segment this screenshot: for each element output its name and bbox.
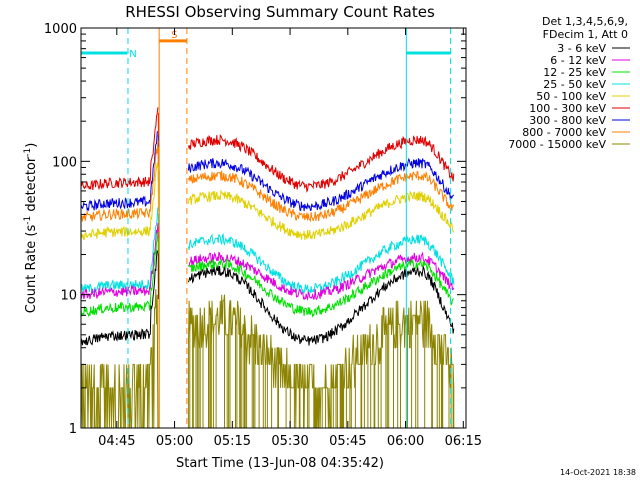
flag-label: S bbox=[171, 30, 177, 41]
legend-label: 50 - 100 keV bbox=[536, 90, 606, 103]
plot-area: NS bbox=[80, 28, 455, 429]
legend-label: 100 - 300 keV bbox=[529, 102, 606, 115]
series-line bbox=[80, 223, 159, 300]
legend: Det 1,3,4,5,6,9, FDecim 1, Att 0 3 - 6 k… bbox=[508, 15, 630, 151]
plot-frame bbox=[80, 27, 467, 429]
legend-label: 7000 - 15000 keV bbox=[508, 138, 606, 151]
legend-label: 300 - 800 keV bbox=[529, 114, 606, 127]
legend-label: 6 - 12 keV bbox=[550, 54, 606, 67]
x-tick-label: 06:15 bbox=[445, 434, 482, 449]
series-line bbox=[80, 249, 159, 346]
x-axis: 04:45 05:00 05:15 05:30 05:45 06:00 06:15 bbox=[98, 28, 482, 449]
series-line bbox=[187, 232, 455, 294]
legend-label: 800 - 7000 keV bbox=[522, 126, 606, 139]
series-line bbox=[80, 140, 159, 222]
series-line bbox=[187, 170, 455, 223]
series-line bbox=[187, 157, 455, 212]
legend-label: 3 - 6 keV bbox=[557, 42, 606, 55]
flag-label: N bbox=[129, 49, 136, 60]
series-line bbox=[187, 134, 455, 193]
generated-timestamp: 14-Oct-2021 18:38 bbox=[560, 468, 636, 477]
chart-title: RHESSI Observing Summary Count Rates bbox=[125, 3, 435, 21]
series-line bbox=[187, 251, 455, 302]
y-axis-label: Count Rate (s-1 detector-1) bbox=[23, 143, 39, 314]
x-tick-label: 06:00 bbox=[387, 434, 424, 449]
series-line bbox=[80, 207, 159, 294]
legend-label: 12 - 25 keV bbox=[543, 66, 606, 79]
legend-header-decimation: FDecim 1, Att 0 bbox=[543, 28, 628, 41]
x-tick-label: 04:45 bbox=[98, 434, 135, 449]
series-line bbox=[80, 289, 159, 429]
x-tick-label: 05:45 bbox=[329, 434, 366, 449]
legend-label: 25 - 50 keV bbox=[543, 78, 606, 91]
series-line bbox=[187, 294, 455, 429]
x-axis-label: Start Time (13-Jun-08 04:35:42) bbox=[176, 456, 384, 471]
y-tick-label: 1000 bbox=[44, 22, 77, 37]
series-line bbox=[80, 131, 159, 213]
y-tick-label: 1 bbox=[69, 422, 77, 437]
y-tick-label: 100 bbox=[52, 155, 77, 170]
series-line bbox=[80, 162, 159, 241]
x-tick-label: 05:30 bbox=[271, 434, 308, 449]
y-axis: 1 10 100 1000 bbox=[44, 22, 466, 437]
series-line bbox=[188, 257, 455, 318]
y-tick-label: 10 bbox=[60, 289, 77, 304]
series-line bbox=[80, 231, 159, 318]
x-tick-label: 05:15 bbox=[214, 434, 251, 449]
series-line bbox=[80, 107, 159, 191]
series-line bbox=[187, 188, 455, 240]
legend-header-detectors: Det 1,3,4,5,6,9, bbox=[542, 15, 628, 28]
series-line bbox=[187, 265, 455, 346]
x-tick-label: 05:00 bbox=[156, 434, 193, 449]
